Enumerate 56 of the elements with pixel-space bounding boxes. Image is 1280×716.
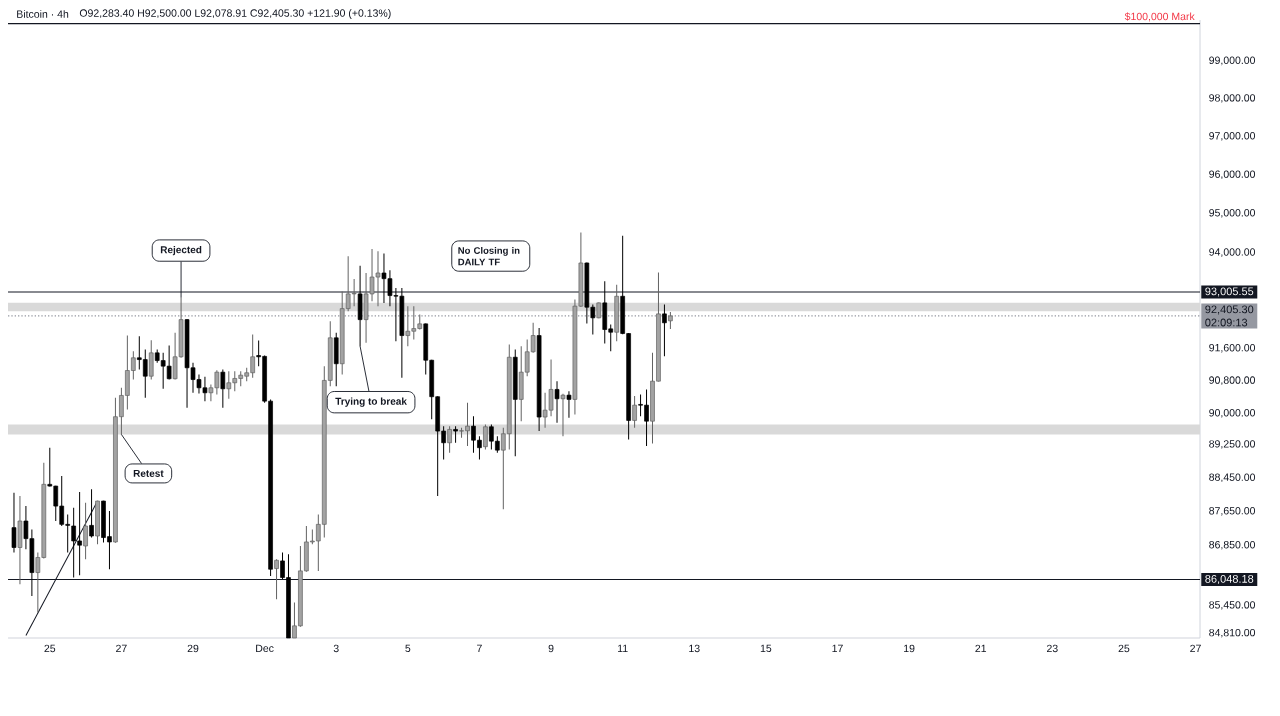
y-tick-label: 89,250.00 bbox=[1209, 440, 1256, 449]
candlestick bbox=[632, 395, 637, 429]
y-tick-label: 96,000.00 bbox=[1209, 170, 1256, 180]
x-tick-label: 27 bbox=[116, 644, 127, 653]
y-tick-label: 91,600.00 bbox=[1209, 343, 1256, 353]
x-tick-label: 11 bbox=[618, 644, 628, 652]
x-tick-label: 21 bbox=[975, 644, 987, 653]
x-tick-label: 15 bbox=[760, 644, 772, 653]
candlestick bbox=[554, 380, 560, 424]
candlestick bbox=[447, 425, 452, 454]
candlestick bbox=[560, 393, 566, 437]
y-tick-label: 90,000.00 bbox=[1209, 409, 1256, 418]
x-tick-label: 27 bbox=[1190, 644, 1201, 653]
x-tick-label: 5 bbox=[405, 644, 411, 653]
candlestick bbox=[483, 424, 488, 450]
x-tick-label: 29 bbox=[187, 644, 199, 653]
ref-line-label: 92,405.30 bbox=[1205, 305, 1254, 315]
ref-line-label: 86,048.18 bbox=[1205, 575, 1254, 585]
ref-line-label: $100,000 Mark bbox=[1124, 12, 1195, 22]
x-tick-label: 13 bbox=[689, 644, 700, 653]
candlestick bbox=[662, 304, 667, 357]
ref-line-label: 93,005.55 bbox=[1205, 287, 1254, 297]
y-tick-label: 97,000.00 bbox=[1209, 132, 1256, 141]
y-tick-label: 99,000.00 bbox=[1209, 56, 1256, 66]
x-tick-label: 7 bbox=[477, 644, 482, 652]
candlestick bbox=[148, 339, 154, 381]
candlestick bbox=[566, 390, 572, 419]
y-tick-label: 84,810.00 bbox=[1209, 628, 1256, 638]
y-tick-label: 87,650.00 bbox=[1209, 507, 1256, 516]
x-tick-label: Dec bbox=[256, 644, 274, 653]
annotation: Rejected bbox=[160, 245, 202, 256]
x-tick-label: 25 bbox=[44, 644, 56, 653]
y-tick-label: 85,450.00 bbox=[1209, 601, 1256, 610]
chart-title: Bitcoin · 4h bbox=[17, 10, 69, 18]
candlestick bbox=[274, 558, 279, 600]
candlestick bbox=[83, 502, 88, 560]
x-tick-label: 23 bbox=[1047, 644, 1058, 653]
y-tick-label: 95,000.00 bbox=[1209, 209, 1256, 218]
candlestick bbox=[220, 368, 226, 409]
y-tick-label: 94,000.00 bbox=[1209, 248, 1256, 257]
x-tick-label: 3 bbox=[333, 644, 339, 653]
candlestick bbox=[11, 492, 17, 554]
candlestick bbox=[89, 488, 94, 539]
annotation: Trying to break bbox=[335, 397, 407, 407]
annotation: Retest bbox=[133, 469, 164, 477]
x-tick-label: 25 bbox=[1118, 644, 1130, 653]
y-tick-label: 90,800.00 bbox=[1209, 376, 1256, 386]
y-tick-label: 88,450.00 bbox=[1209, 473, 1256, 483]
y-tick-label: 98,000.00 bbox=[1209, 94, 1256, 103]
x-tick-label: 9 bbox=[548, 644, 554, 653]
annotation: No Closing in DAILY TF bbox=[458, 246, 520, 266]
chart-subtitle: O92,283.40 H92,500.00 L92,078.91 C92,405.30 +121.90 (+0.13%) bbox=[79, 9, 391, 19]
text: 02:09:13 bbox=[1205, 318, 1248, 327]
y-tick-label: 86,850.00 bbox=[1209, 540, 1256, 550]
x-tick-label: 19 bbox=[904, 644, 915, 653]
x-tick-label: 17 bbox=[832, 644, 843, 652]
